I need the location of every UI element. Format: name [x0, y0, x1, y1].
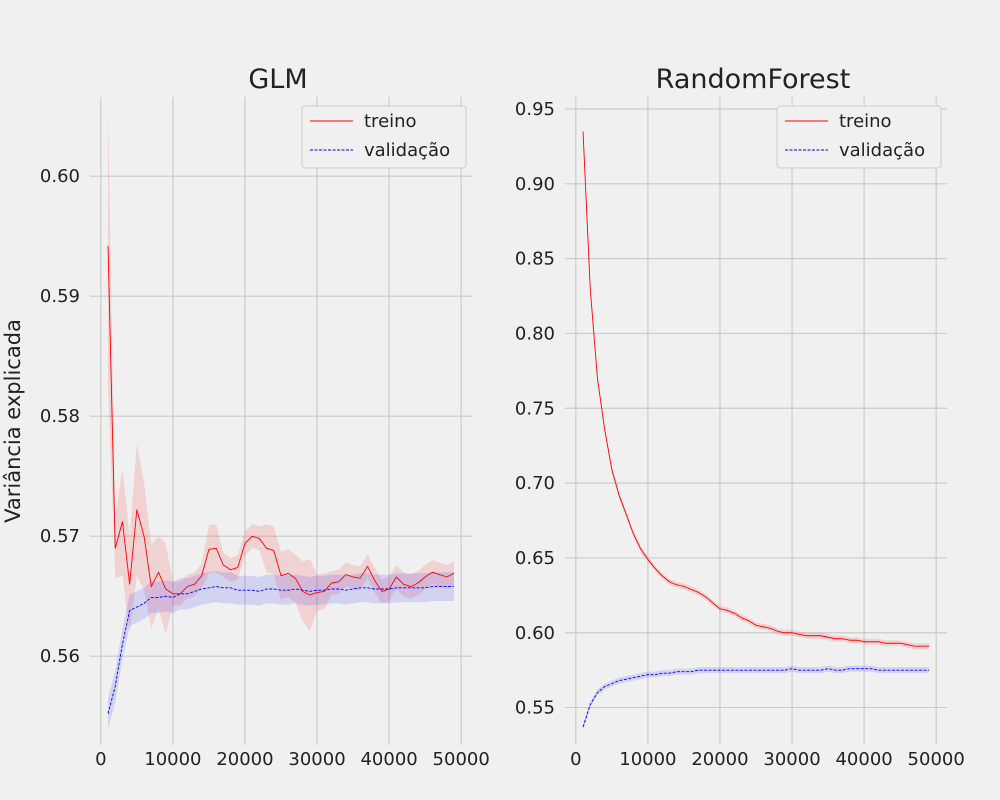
randomforest-y-tick-label: 0.60: [515, 623, 555, 644]
randomforest-y-tick-label: 0.65: [515, 548, 555, 569]
randomforest-x-tick-label: 10000: [619, 749, 676, 770]
randomforest-y-tick-label: 0.90: [515, 174, 555, 195]
glm-x-tick-label: 30000: [288, 749, 345, 770]
randomforest-y-tick-label: 0.85: [515, 249, 555, 270]
glm-y-tick-label: 0.57: [40, 526, 80, 547]
randomforest-x-ticks: 0 10000 20000 30000 40000 50000: [570, 749, 965, 770]
randomforest-validacao-band: [583, 665, 929, 731]
randomforest-legend-box: [776, 105, 942, 169]
randomforest-validacao-line: [582, 668, 929, 728]
glm-legend-validacao-label: validação: [364, 140, 450, 161]
glm-grid: [90, 97, 472, 745]
glm-x-tick-label: 10000: [144, 749, 201, 770]
glm-legend: treino validação: [301, 105, 467, 169]
glm-y-tick-label: 0.60: [40, 166, 80, 187]
glm-x-tick-label: 50000: [433, 749, 490, 770]
glm-x-ticks: 0 10000 20000 30000 40000 50000: [95, 749, 490, 770]
glm-validacao-line: [107, 586, 454, 714]
randomforest-x-tick-label: 30000: [763, 749, 820, 770]
glm-x-tick-label: 0: [95, 749, 106, 770]
glm-y-ticks: 0.56 0.57 0.58 0.59 0.60: [40, 166, 80, 667]
randomforest-y-tick-label: 0.55: [515, 698, 555, 719]
glm-y-tick-label: 0.59: [40, 286, 80, 307]
glm-treino-line: [107, 245, 455, 596]
randomforest-legend-validacao-label: validação: [839, 140, 925, 161]
glm-legend-box: [301, 105, 467, 169]
randomforest-x-tick-label: 40000: [835, 749, 892, 770]
randomforest-y-tick-label: 0.80: [515, 323, 555, 344]
glm-x-tick-label: 40000: [360, 749, 417, 770]
randomforest-legend-treino-label: treino: [839, 111, 892, 132]
glm-legend-treino-label: treino: [364, 111, 417, 132]
glm-y-tick-label: 0.56: [40, 646, 80, 667]
randomforest-treino-line: [582, 131, 929, 647]
randomforest-y-tick-label: 0.70: [515, 473, 555, 494]
randomforest-x-tick-label: 20000: [691, 749, 748, 770]
randomforest-y-tick-label: 0.75: [515, 398, 555, 419]
glm-panel: 0 10000 20000 30000 40000 50000 0.560.570.580…: [1, 64, 490, 770]
glm-lines: [107, 245, 455, 714]
glm-x-tick-label: 20000: [216, 749, 273, 770]
glm-title: GLM: [248, 64, 307, 95]
randomforest-x-tick-label: 0: [570, 749, 581, 770]
randomforest-x-tick-label: 50000: [908, 749, 965, 770]
randomforest-bands: [583, 128, 929, 731]
randomforest-legend: treino validação: [776, 105, 942, 169]
y-axis-label: Variância explicada: [1, 319, 25, 523]
randomforest-y-tick-label: 0.95: [515, 99, 555, 120]
glm-validacao-band: [108, 571, 454, 730]
glm-y-tick-label: 0.58: [40, 406, 80, 427]
randomforest-panel: 0 10000 20000 30000 40000 50000 0.550.600.650…: [515, 64, 965, 770]
randomforest-title: RandomForest: [656, 64, 851, 95]
randomforest-y-ticks: 0.55 0.60 0.65 0.70 0.75 0.80 0.85 0.90 0.95: [515, 99, 555, 719]
randomforest-grid: [565, 97, 947, 745]
randomforest-lines: [582, 131, 929, 728]
